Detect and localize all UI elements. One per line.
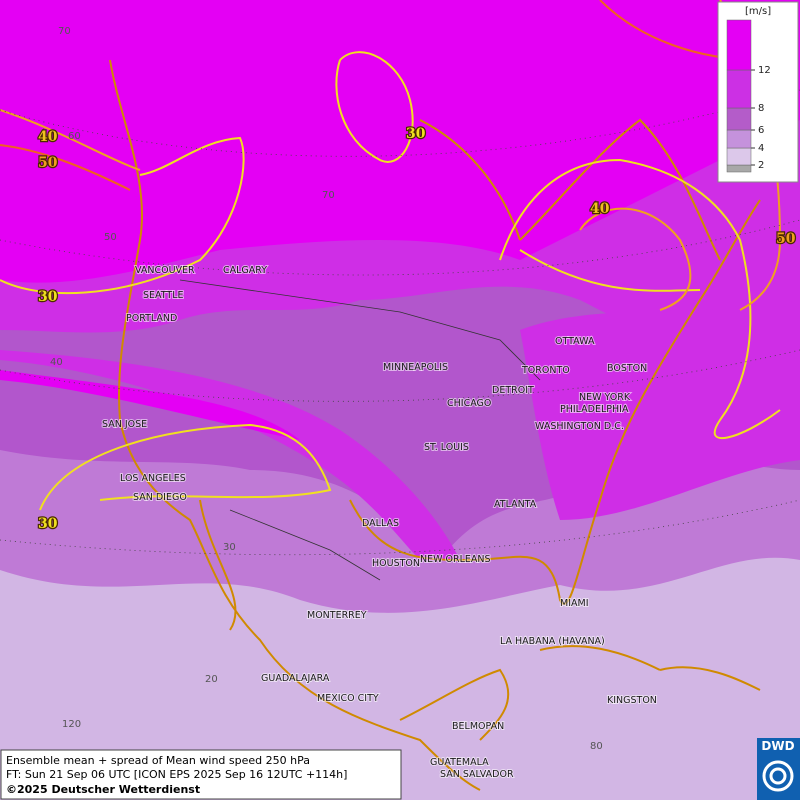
city-label: CALGARY [223,265,267,276]
contour-label: 30 [406,126,426,142]
city-label: MINNEAPOLIS [383,362,448,373]
city-label: VANCOUVER [135,265,195,276]
contour-label: 30 [38,289,58,305]
speed-region [0,370,300,440]
city-label: GUADALAJARA [261,673,330,684]
city-label: DALLAS [362,518,399,529]
legend-unit: [m/s] [745,6,771,17]
legend-swatch [726,107,752,131]
legend: [m/s] 2 4 6 8 12 [726,6,771,173]
contour-line [0,109,141,171]
city-label: NEW ORLEANS [420,554,491,565]
city-label: KINGSTON [607,695,657,706]
legend-swatch [726,69,752,109]
contour-line [0,144,131,191]
legend-level: 12 [758,65,771,76]
legend-level: 4 [758,143,764,154]
contour-label: 30 [38,516,58,532]
legend-swatch [726,147,752,166]
city-label: DETROIT [492,385,534,396]
city-label: ATLANTA [494,499,537,510]
graticule-label: 30 [223,542,236,553]
contour-label: 40 [590,201,610,217]
city-label: TORONTO [521,365,570,376]
legend-level: 8 [758,103,764,114]
city-label: LOS ANGELES [120,473,186,484]
city-label: NEW YORK [579,392,631,403]
legend-swatch [726,19,752,71]
city-label: PORTLAND [126,313,177,324]
city-label: CHICAGO [447,398,491,409]
contour-line [579,207,692,311]
graticule-label: 70 [58,26,71,37]
city-label: ST. LOUIS [424,442,469,453]
contour-label: 50 [38,155,58,171]
graticule-label: 50 [104,232,117,243]
city-label: PHILADELPHIA [560,404,629,415]
footer-line: FT: Sun 21 Sep 06 UTC [ICON EPS 2025 Sep… [6,768,347,781]
graticule-label: 40 [50,357,63,368]
city-label: LA HABANA (HAVANA) [500,636,605,647]
logo-text: DWD [761,739,794,753]
footer-line: Ensemble mean + spread of Mean wind spee… [6,754,310,767]
labels: VANCOUVER CALGARY SEATTLE PORTLAND MINNEAPOL… [37,26,797,781]
footer-box [0,749,402,800]
coastline [109,59,761,791]
graticule-label: 70 [322,190,335,201]
graticule-line [0,89,800,157]
city-label: SAN SALVADOR [440,769,514,780]
logo-swirl [762,760,794,792]
contour-label: 50 [776,231,796,247]
city-label: SAN JOSE [102,419,147,430]
city-label: MIAMI [560,598,589,609]
graticule-label: 20 [205,674,218,685]
city-label: OTTAWA [555,336,595,347]
legend-swatch [726,129,752,149]
footer-line: ©2025 Deutscher Wetterdienst [6,783,200,796]
border [179,279,541,581]
city-label: MONTERREY [307,610,367,621]
contour-line [335,51,414,163]
city-label: SAN DIEGO [133,492,187,503]
graticule [0,89,800,556]
contour-label: 40 [38,129,58,145]
city-label: SEATTLE [143,290,184,301]
legend-swatch [726,164,752,173]
contour-line [519,249,701,292]
speed-region [520,300,800,520]
legend-level: 2 [758,160,764,171]
city-label: MEXICO CITY [317,693,379,704]
city-label: BELMOPAN [452,721,504,732]
contour-line [0,136,245,295]
speed-region [0,350,460,560]
city-label: GUATEMALA [430,757,489,768]
city-label: HOUSTON [372,558,420,569]
graticule-label: 60 [68,131,81,142]
logo-swirl [769,767,787,785]
graticule-label: 120 [62,719,81,730]
graticule-label: 80 [590,741,603,752]
contour-line [499,158,781,440]
city-label: BOSTON [607,363,647,374]
city-label: WASHINGTON D.C. [535,421,624,432]
legend-level: 6 [758,125,764,136]
contour-line [39,423,332,511]
speed-region [0,0,800,283]
